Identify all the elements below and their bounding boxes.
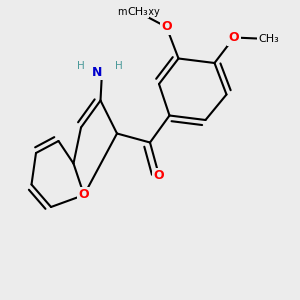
Text: O: O	[161, 20, 172, 34]
Text: O: O	[229, 31, 239, 44]
Text: methoxy: methoxy	[117, 7, 159, 17]
Text: O: O	[154, 169, 164, 182]
Text: N: N	[92, 65, 103, 79]
Text: CH₃: CH₃	[258, 34, 279, 44]
Text: O: O	[79, 188, 89, 202]
Text: H: H	[77, 61, 85, 71]
Text: H: H	[115, 61, 122, 71]
Text: CH₃: CH₃	[128, 7, 148, 17]
